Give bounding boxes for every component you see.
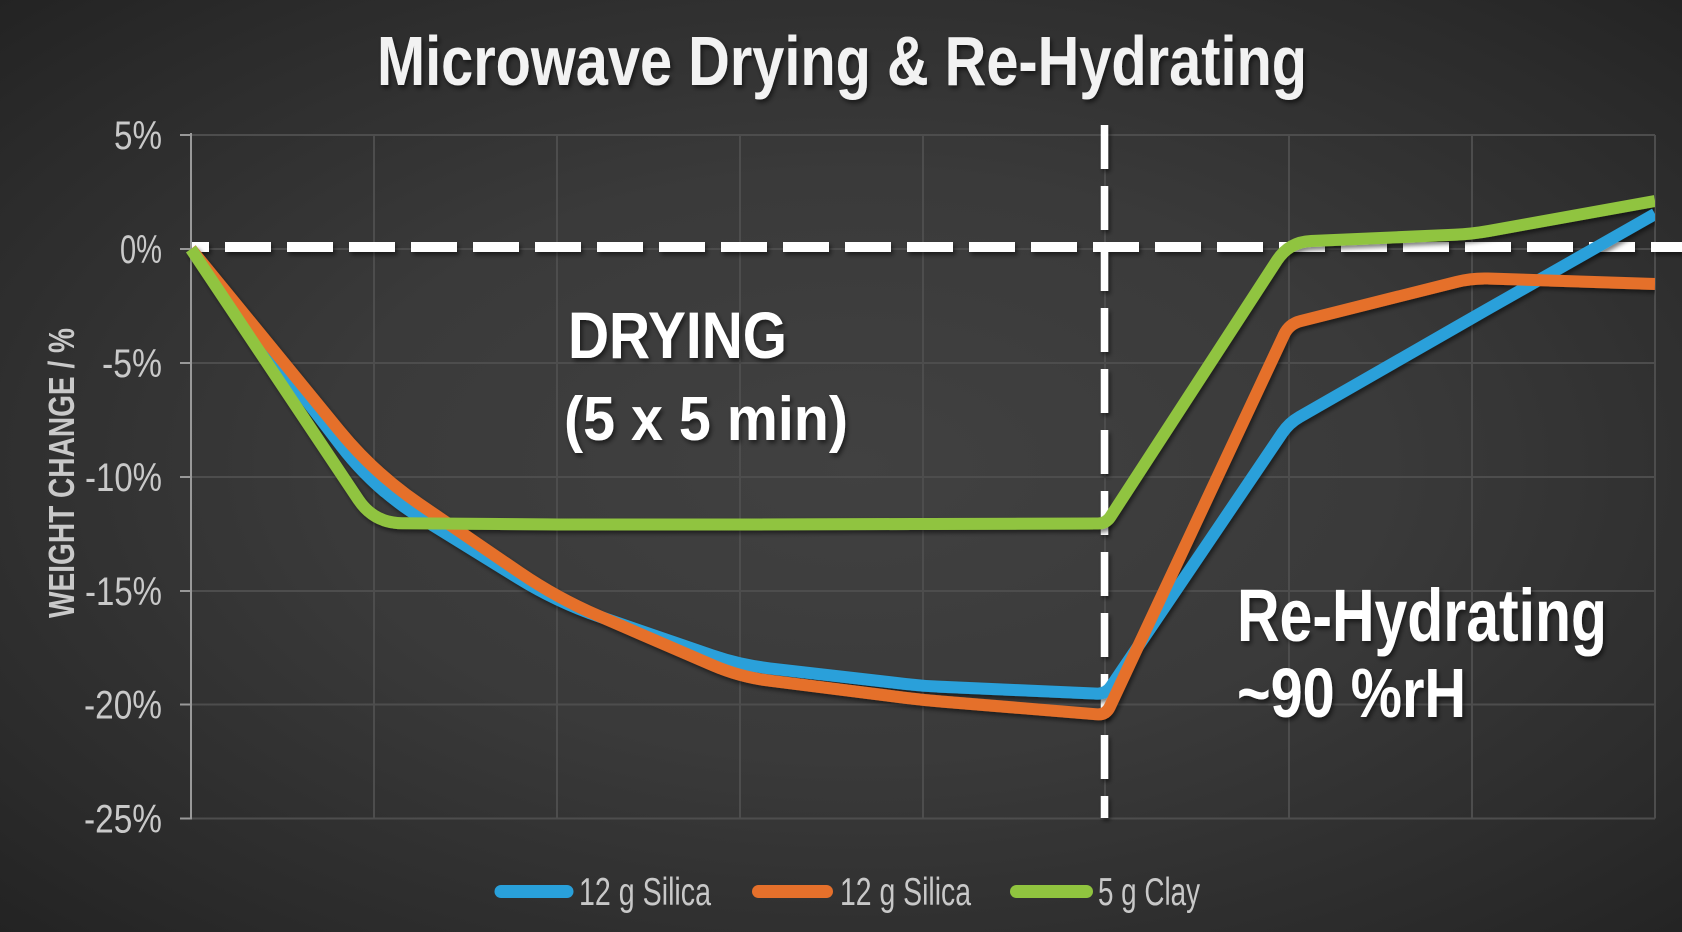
svg-text:Microwave Drying & Re-Hydratin: Microwave Drying & Re-Hydrating (377, 22, 1307, 100)
svg-text:-5%: -5% (102, 342, 162, 386)
svg-text:5 g Clay: 5 g Clay (1098, 871, 1200, 914)
svg-text:DRYING: DRYING (568, 298, 787, 372)
svg-text:WEIGHT CHANGE / %: WEIGHT CHANGE / % (41, 328, 82, 618)
svg-text:(5 x 5 min): (5 x 5 min) (564, 385, 848, 454)
svg-text:0%: 0% (120, 228, 162, 272)
svg-text:-15%: -15% (85, 570, 162, 614)
svg-text:~90 %rH: ~90 %rH (1237, 654, 1466, 732)
svg-text:5%: 5% (114, 114, 162, 158)
svg-text:12 g Silica: 12 g Silica (840, 871, 971, 914)
svg-text:Re-Hydrating: Re-Hydrating (1237, 574, 1607, 657)
svg-text:-20%: -20% (84, 684, 162, 728)
svg-text:12 g Silica: 12 g Silica (579, 871, 711, 914)
svg-text:-25%: -25% (84, 798, 162, 842)
svg-text:-10%: -10% (85, 456, 162, 500)
